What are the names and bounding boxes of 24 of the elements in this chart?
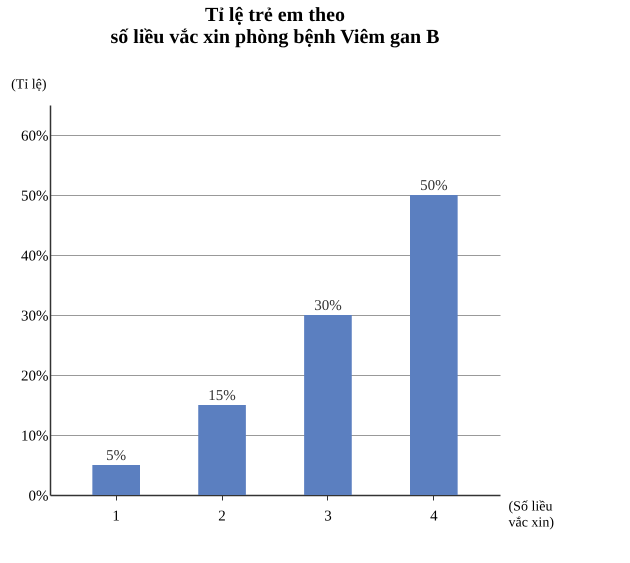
data-label: 50% <box>420 178 448 194</box>
bar <box>92 465 140 495</box>
y-tick-label: 20% <box>21 368 48 384</box>
y-axis-title: (Tỉ lệ) <box>11 78 47 92</box>
y-tick-label: 50% <box>21 188 48 204</box>
x-tick-label: 3 <box>324 508 332 524</box>
bar <box>304 315 352 495</box>
data-label: 30% <box>314 298 342 314</box>
x-tick-label: 1 <box>112 508 120 524</box>
data-label: 15% <box>208 388 236 404</box>
text: (Số liều <box>508 500 552 514</box>
y-tick-label: 60% <box>21 128 48 144</box>
y-tick-label: 40% <box>21 248 48 264</box>
text: Tỉ lệ trẻ em theo <box>205 4 345 26</box>
y-tick-label: 10% <box>21 428 48 444</box>
y-tick-label: 0% <box>28 488 48 504</box>
x-tick-label: 4 <box>430 508 438 524</box>
data-label: 5% <box>106 448 126 464</box>
text: vắc xin) <box>508 516 554 530</box>
text: số liều vắc xin phòng bệnh Viêm gan B <box>110 26 440 48</box>
y-tick-label: 30% <box>21 308 48 324</box>
x-tick-label: 2 <box>218 508 226 524</box>
bar <box>198 405 246 495</box>
bar <box>410 195 458 495</box>
